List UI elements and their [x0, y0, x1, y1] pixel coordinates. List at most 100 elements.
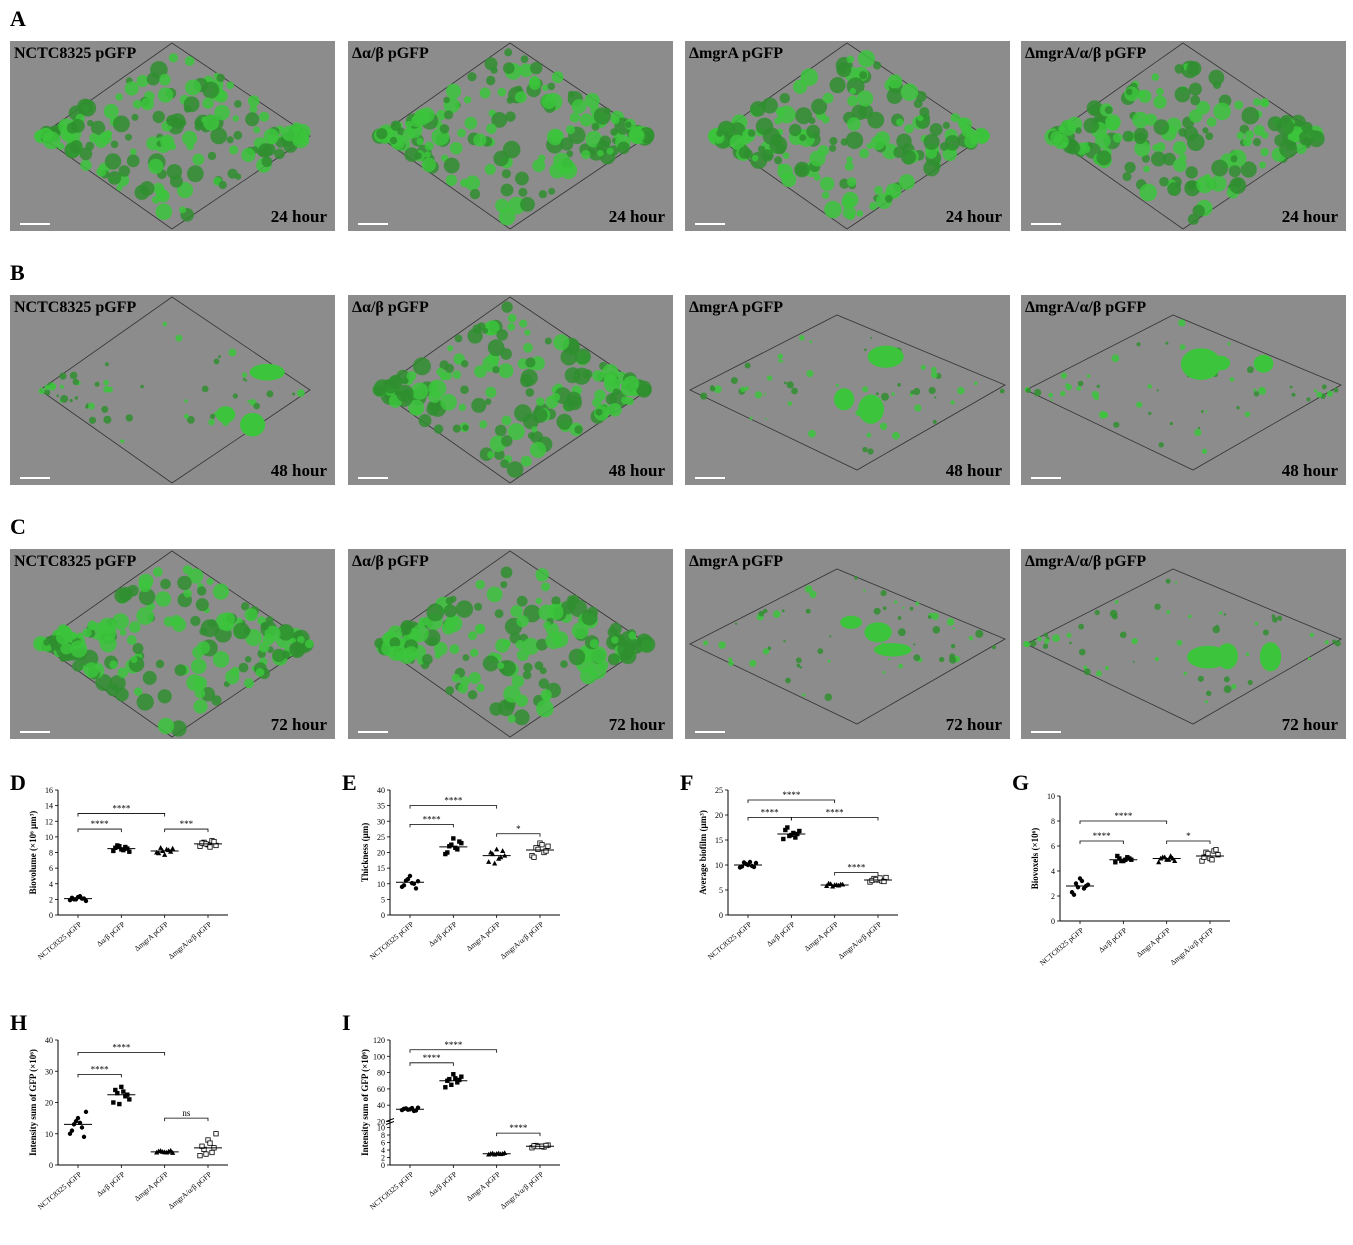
data-point	[203, 1151, 209, 1157]
y-tick-label: 30	[377, 817, 385, 826]
biofilm-render	[34, 42, 311, 230]
data-point	[413, 886, 419, 891]
data-point	[791, 830, 796, 836]
strain-title: NCTC8325 pGFP	[14, 299, 137, 316]
biofilm-render	[1024, 314, 1342, 471]
data-point	[73, 897, 79, 902]
data-point	[486, 859, 492, 864]
biofilm-render	[707, 42, 990, 230]
significance-label: ***	[180, 819, 194, 829]
data-point	[545, 843, 551, 849]
significance-bracket	[164, 1117, 209, 1122]
strain-title: ΔmgrA pGFP	[689, 299, 784, 316]
scale-bar	[1031, 223, 1061, 225]
data-point	[539, 842, 545, 848]
scale-bar	[1031, 477, 1061, 479]
data-point	[1115, 853, 1120, 859]
data-point	[69, 1128, 75, 1133]
x-tick-label: NCTC8325 pGFP	[1038, 926, 1085, 968]
significance-bracket	[496, 1132, 541, 1137]
significance-label: ****	[847, 863, 866, 873]
y-tick-label: 20	[377, 1118, 385, 1127]
x-tick-label: ΔmgrA pGFP	[465, 1170, 502, 1203]
y-tick-label: 20	[377, 849, 385, 858]
strain-title: ΔmgrA pGFP	[689, 553, 784, 570]
data-point	[457, 839, 462, 844]
microscopy-panel: ΔmgrA pGFP 24 hour	[685, 41, 1010, 231]
data-point	[111, 848, 116, 854]
y-tick-label: 8	[49, 849, 53, 858]
data-point	[115, 1090, 120, 1096]
x-tick-label: ΔmgrA/α/β pGFP	[498, 920, 545, 961]
data-point	[453, 845, 458, 851]
strain-title: ΔmgrA/α/β pGFP	[1025, 45, 1147, 62]
x-tick-label: ΔmgrA pGFP	[465, 920, 502, 953]
y-tick-label: 10	[1047, 792, 1055, 801]
y-tick-label: 10	[377, 880, 385, 889]
y-tick-label: 20	[45, 1099, 53, 1108]
data-point	[73, 1119, 79, 1124]
data-point	[81, 1134, 87, 1140]
data-point	[1079, 878, 1085, 884]
data-point	[449, 1082, 454, 1088]
significance-bracket	[409, 823, 454, 828]
y-tick-label: 6	[381, 1139, 385, 1148]
chart-e: 0 5 10 15 20 25 30 35 40 Thickness (μm) NCTC8325 p…	[360, 786, 582, 995]
significance-bracket	[747, 799, 836, 803]
x-tick-label: Δα/β pGFP	[427, 1170, 459, 1199]
y-tick-label: 80	[377, 1069, 385, 1078]
significance-label: ****	[91, 1064, 110, 1074]
x-tick-label: ΔmgrA pGFP	[1135, 926, 1172, 959]
y-tick-label: 2	[381, 1154, 385, 1163]
scale-bar	[358, 731, 388, 733]
microscopy-panel: ΔmgrA/α/β pGFP 72 hour	[1021, 549, 1346, 739]
x-tick-label: NCTC8325 pGFP	[36, 920, 83, 962]
data-point	[785, 825, 790, 830]
data-point	[83, 1109, 89, 1115]
strain-title: NCTC8325 pGFP	[14, 45, 137, 62]
x-tick-label: Δα/β pGFP	[95, 1170, 127, 1199]
significance-bracket	[164, 828, 209, 833]
strain-title: Δα/β pGFP	[352, 553, 429, 570]
y-tick-label: 12	[45, 817, 53, 826]
y-axis-label: Biovolume (×10⁶ μm³)	[28, 811, 38, 895]
biofilm-render	[689, 314, 1006, 471]
panel-label-b: B	[10, 260, 25, 285]
biofilm-render	[1044, 42, 1325, 230]
y-tick-label: 5	[381, 895, 385, 904]
microscopy-panel: Δα/β pGFP 48 hour	[348, 295, 673, 485]
x-tick-label: ΔmgrA pGFP	[133, 1170, 170, 1203]
scale-bar	[1031, 731, 1061, 733]
y-tick-label: 35	[377, 802, 385, 811]
data-point	[1172, 858, 1178, 863]
chart-i: 0 2 4 6 8 10 20 40 60 80 100 120 Intensity sum of GF…	[360, 1036, 582, 1245]
y-tick-label: 40	[377, 786, 385, 795]
data-point	[445, 850, 450, 855]
data-point	[793, 835, 798, 840]
data-point	[753, 860, 759, 866]
significance-label: ****	[1093, 831, 1112, 841]
data-point	[1215, 852, 1221, 858]
strain-title: ΔmgrA pGFP	[689, 45, 784, 62]
significance-bracket	[834, 872, 879, 876]
y-tick-label: 20	[715, 811, 723, 820]
data-point	[207, 1140, 213, 1146]
time-label: 72 hour	[1281, 715, 1338, 734]
data-point	[453, 1076, 458, 1081]
data-point	[826, 880, 832, 886]
time-label: 72 hour	[270, 715, 327, 734]
time-label: 48 hour	[1281, 461, 1338, 480]
x-tick-label: Δα/β pGFP	[765, 920, 797, 949]
panel-label-h: H	[10, 1010, 28, 1035]
strain-title: NCTC8325 pGFP	[14, 553, 137, 570]
significance-bracket	[409, 1049, 498, 1053]
biofilm-render	[374, 550, 656, 738]
microscopy-panel: NCTC8325 pGFP 24 hour	[10, 41, 335, 231]
significance-label: ****	[423, 1053, 442, 1063]
data-point	[543, 848, 549, 854]
y-tick-label: 100	[373, 1052, 385, 1061]
data-point	[1209, 857, 1215, 863]
y-tick-label: 40	[45, 1036, 53, 1045]
y-tick-label: 120	[373, 1036, 385, 1045]
data-point	[213, 1131, 219, 1137]
